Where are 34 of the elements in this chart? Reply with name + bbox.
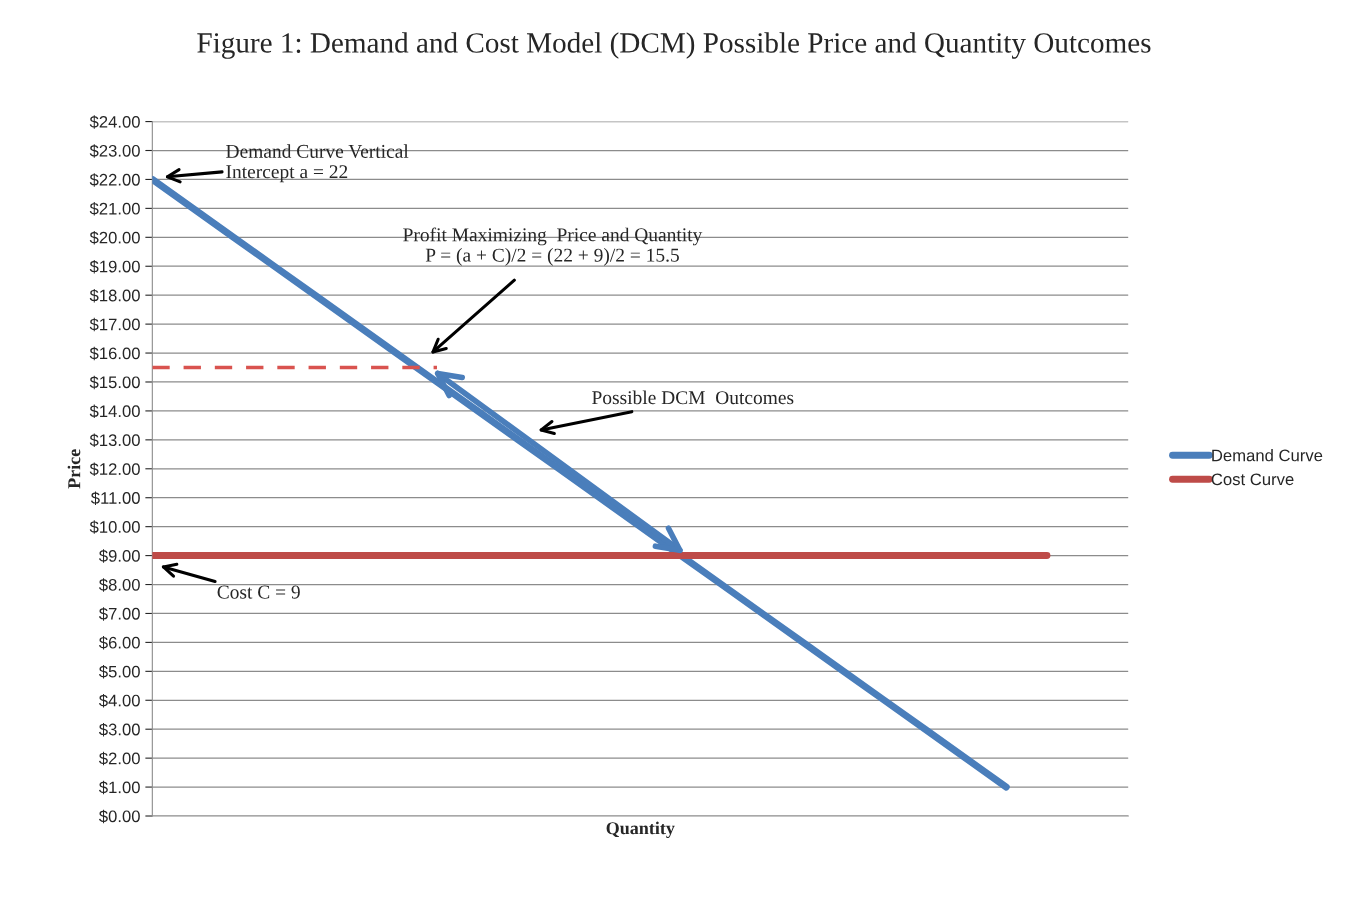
- y-tick-label: $6.00: [99, 636, 140, 650]
- y-tick-label: $2.00: [99, 751, 140, 766]
- y-tick-label: $18.00: [89, 288, 140, 303]
- y-tick-label: $17.00: [89, 317, 140, 332]
- annotation: Possible DCM Outcomes: [592, 390, 794, 405]
- y-tick-label: $12.00: [89, 462, 140, 476]
- y-tick-label: $15.00: [89, 375, 140, 390]
- chart-title: Figure 1: Demand and Cost Model (DCM) Possible Price and Quantity Outcomes: [197, 32, 1151, 59]
- y-tick-label: $9.00: [99, 549, 140, 563]
- y-tick-label: $11.00: [90, 491, 140, 505]
- y-tick-label: $4.00: [99, 693, 140, 708]
- legend-label: Demand Curve: [1212, 449, 1323, 462]
- y-tick-label: $16.00: [89, 346, 140, 361]
- y-tick-label: $8.00: [99, 578, 140, 592]
- y-tick-label: $22.00: [89, 173, 140, 187]
- y-tick-label: $21.00: [89, 202, 140, 216]
- annotation: Demand Curve Vertical Intercept a = 22: [226, 144, 409, 183]
- legend-label: Cost Curve: [1211, 473, 1294, 486]
- annotation: Profit Maximizing Price and Quantity P = (a + C)/2 = (22 + 9)/2 = 15.5: [403, 227, 703, 266]
- y-tick-label: $20.00: [89, 231, 140, 245]
- y-tick-label: $19.00: [89, 259, 140, 274]
- y-tick-label: $23.00: [89, 144, 140, 158]
- y-tick-label: $13.00: [89, 433, 140, 448]
- y-tick-label: $7.00: [99, 607, 140, 621]
- y-tick-label: $1.00: [99, 780, 140, 795]
- y-tick-label: $10.00: [89, 520, 140, 534]
- y-tick-label: $3.00: [99, 722, 140, 737]
- y-tick-label: $24.00: [89, 115, 140, 129]
- y-tick-label: $0.00: [99, 809, 140, 824]
- x-axis-title: Quantity: [606, 821, 675, 838]
- y-tick-label: $14.00: [89, 404, 140, 419]
- y-tick-label: $5.00: [99, 665, 140, 679]
- y-axis-title: Price: [67, 449, 81, 489]
- annotation: Cost C = 9: [217, 585, 300, 599]
